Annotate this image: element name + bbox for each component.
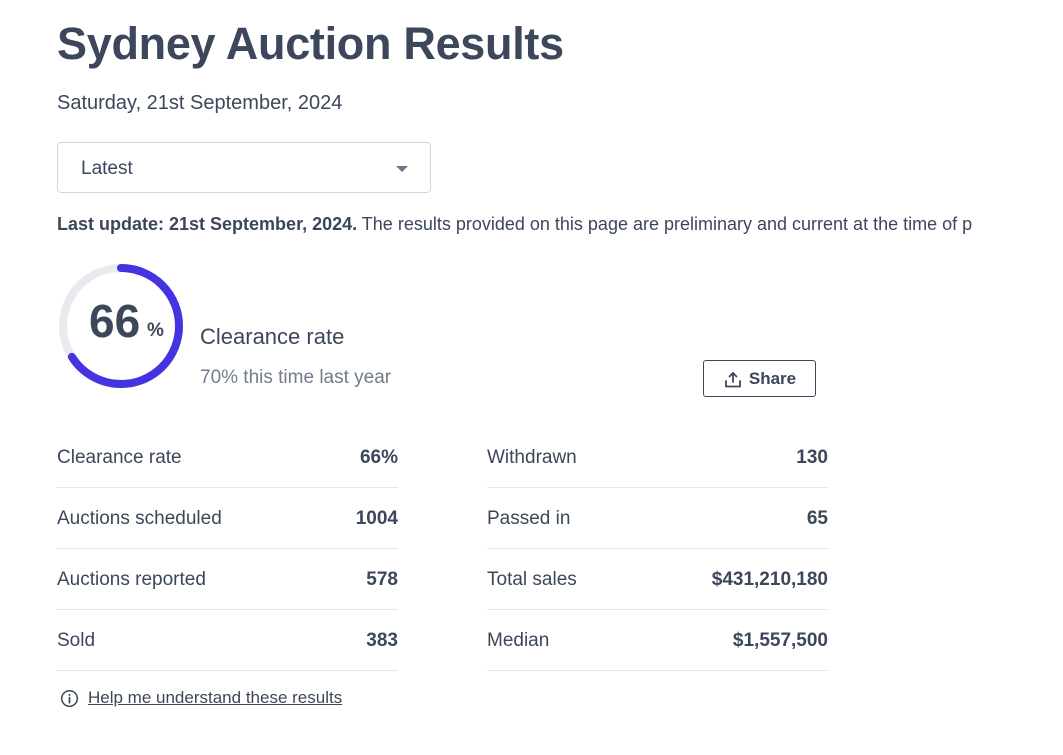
- stat-row: Sold 383: [57, 611, 398, 671]
- results-date: Saturday, 21st September, 2024: [57, 92, 343, 114]
- stat-row: Auctions reported 578: [57, 550, 398, 610]
- stat-label: Auctions scheduled: [57, 507, 222, 529]
- ring-progress: [59, 264, 183, 388]
- results-period-select[interactable]: Latest: [57, 142, 431, 193]
- stat-label: Withdrawn: [487, 446, 577, 468]
- stat-value: 1004: [355, 507, 398, 529]
- stat-row: Withdrawn 130: [487, 428, 828, 488]
- clearance-rate-percent-sign: %: [147, 320, 164, 341]
- update-date: Last update: 21st September, 2024.: [57, 214, 358, 234]
- update-notice: Last update: 21st September, 2024. The r…: [57, 214, 972, 235]
- stat-value: 130: [796, 446, 828, 468]
- share-upload-icon: [724, 371, 741, 387]
- stat-row: Clearance rate 66%: [57, 428, 398, 488]
- stat-label: Passed in: [487, 507, 571, 529]
- stat-label: Total sales: [487, 568, 577, 590]
- page-title: Sydney Auction Results: [57, 18, 564, 69]
- info-icon: [60, 689, 79, 707]
- stat-value: $1,557,500: [732, 629, 828, 651]
- stat-row: Total sales $431,210,180: [487, 550, 828, 610]
- stats-table-right: Withdrawn 130 Passed in 65 Total sales $…: [487, 428, 828, 672]
- stat-label: Sold: [57, 629, 96, 651]
- stat-value: 66%: [359, 446, 398, 468]
- clearance-rate-number: 66: [89, 295, 141, 347]
- chevron-down-icon: [396, 166, 408, 172]
- stat-value: $431,210,180: [711, 568, 828, 590]
- stat-value: 65: [806, 507, 828, 529]
- stat-row: Median $1,557,500: [487, 611, 828, 671]
- share-button[interactable]: Share: [703, 360, 816, 397]
- help-link[interactable]: Help me understand these results: [60, 688, 342, 708]
- clearance-rate-label: Clearance rate: [200, 324, 345, 349]
- update-text: The results provided on this page are pr…: [357, 214, 973, 234]
- stat-label: Median: [487, 629, 550, 651]
- select-value: Latest: [81, 158, 133, 179]
- stat-label: Auctions reported: [57, 568, 206, 590]
- clearance-rate-ring: [59, 264, 183, 388]
- stat-row: Auctions scheduled 1004: [57, 489, 398, 549]
- stat-label: Clearance rate: [57, 446, 182, 468]
- share-label: Share: [748, 368, 797, 388]
- stat-row: Passed in 65: [487, 489, 828, 549]
- help-link-label[interactable]: Help me understand these results: [88, 688, 343, 707]
- stat-value: 578: [366, 568, 398, 590]
- stat-value: 383: [366, 629, 398, 651]
- stats-table-left: Clearance rate 66% Auctions scheduled 10…: [57, 428, 398, 672]
- clearance-rate-comparison: 70% this time last year: [200, 367, 392, 388]
